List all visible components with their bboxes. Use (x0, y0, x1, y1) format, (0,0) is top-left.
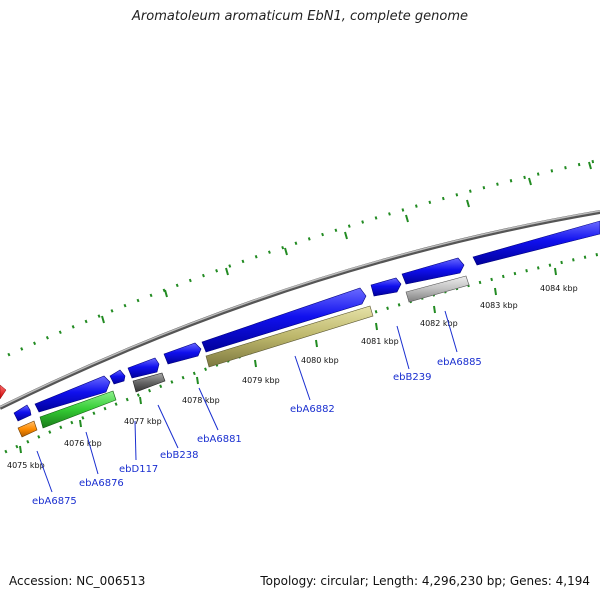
outer-tick-track (7, 158, 600, 357)
forward-gene-4[interactable] (127, 357, 160, 379)
scale-label-4075: 4075 kbp (7, 461, 45, 470)
scale-label-4080: 4080 kbp (301, 356, 339, 365)
scale-label-4081: 4081 kbp (361, 337, 399, 346)
gene-label-ebA6876[interactable]: ebA6876 (79, 478, 124, 489)
gene-labels: ebA6875 ebA6876 ebD117 ebB238 ebA6881 eb… (32, 357, 482, 507)
forward-gene-6[interactable] (201, 287, 367, 353)
forward-gene-3[interactable] (109, 369, 126, 385)
partial-gene-red[interactable] (0, 384, 7, 400)
genome-summary-text: Topology: circular; Length: 4,296,230 bp… (260, 574, 590, 588)
gene-label-ebD117[interactable]: ebD117 (119, 464, 158, 475)
scale-label-4078: 4078 kbp (182, 396, 220, 405)
inner-major-ticks (19, 267, 557, 454)
scale-label-4079: 4079 kbp (242, 376, 280, 385)
genome-title: Aromatoleum aromaticum EbN1, complete ge… (132, 9, 468, 24)
gene-label-ebA6875[interactable]: ebA6875 (32, 496, 77, 507)
scale-label-4082: 4082 kbp (420, 319, 458, 328)
scale-label-4076: 4076 kbp (64, 439, 102, 448)
forward-gene-9[interactable] (472, 220, 600, 266)
reverse-gene-green[interactable] (39, 390, 117, 429)
inner-tick-track (4, 252, 600, 454)
forward-genes (13, 220, 600, 422)
gene-label-ebA6885[interactable]: ebA6885 (437, 357, 482, 368)
scale-label-4077: 4077 kbp (124, 417, 162, 426)
outer-major-ticks (101, 161, 592, 324)
gene-label-ebB239[interactable]: ebB239 (393, 372, 431, 383)
genome-backbone (0, 210, 600, 410)
scale-label-4084: 4084 kbp (540, 284, 578, 293)
accession-text: Accession: NC_006513 (9, 574, 146, 588)
reverse-genes (17, 275, 470, 438)
gene-label-ebB238[interactable]: ebB238 (160, 450, 198, 461)
reverse-gene-khaki[interactable] (205, 305, 374, 368)
gene-label-ebA6881[interactable]: ebA6881 (197, 434, 242, 445)
reverse-gene-lightgrey[interactable] (405, 275, 470, 303)
forward-gene-8[interactable] (401, 257, 465, 285)
forward-gene-2[interactable] (34, 375, 111, 413)
gene-label-ebA6882[interactable]: ebA6882 (290, 404, 335, 415)
forward-gene-7[interactable] (370, 277, 402, 297)
forward-gene-1[interactable] (13, 404, 32, 422)
reverse-gene-grey[interactable] (132, 372, 166, 393)
reverse-gene-orange[interactable] (17, 420, 38, 438)
scale-labels: 4075 kbp 4076 kbp 4077 kbp 4078 kbp 4079… (7, 284, 578, 470)
forward-gene-5[interactable] (163, 342, 202, 365)
scale-label-4083: 4083 kbp (480, 301, 518, 310)
label-leaders (36, 310, 458, 493)
